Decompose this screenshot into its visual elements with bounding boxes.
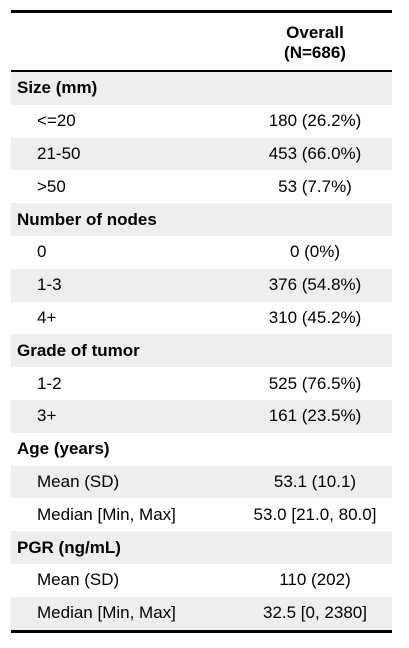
- row-value: [238, 433, 392, 466]
- header-overall-count: (N=686): [284, 42, 346, 62]
- row-label: PGR (ng/mL): [11, 531, 238, 564]
- table-header: Overall (N=686): [11, 10, 392, 72]
- row-label: >50: [37, 176, 66, 196]
- row-label: 1-2: [37, 373, 62, 393]
- table-row: >50 53 (7.7%): [11, 170, 392, 203]
- section-row-number-of-nodes: Number of nodes: [11, 203, 392, 236]
- row-value: [238, 334, 392, 368]
- row-label: Median [Min, Max]: [37, 504, 176, 524]
- row-label: 0: [37, 242, 47, 262]
- row-value: 110 (202): [279, 570, 351, 590]
- table-body: Size (mm) <=20 180 (26.2%) 21-50 453 (66…: [11, 71, 392, 633]
- row-value: [238, 71, 392, 105]
- section-row-age: Age (years): [11, 433, 392, 466]
- row-value: 53.0 [21.0, 80.0]: [253, 504, 377, 524]
- table-row: 0 0 (0%): [11, 236, 392, 269]
- row-value: 310 (45.2%): [268, 307, 362, 327]
- table-row: 1-3 376 (54.8%): [11, 268, 392, 302]
- row-label: 4+: [37, 307, 57, 327]
- section-row-grade-of-tumor: Grade of tumor: [11, 334, 392, 368]
- header-row-label-cell: [11, 10, 238, 72]
- table-row: 3+ 161 (23.5%): [11, 399, 392, 433]
- row-value: 32.5 [0, 2380]: [238, 596, 392, 633]
- table-row: 1-2 525 (76.5%): [11, 367, 392, 400]
- table-row: Mean (SD) 110 (202): [11, 564, 392, 597]
- section-row-pgr: PGR (ng/mL): [11, 531, 392, 564]
- table-row: 4+ 310 (45.2%): [11, 302, 392, 335]
- table-row: Median [Min, Max] 32.5 [0, 2380]: [11, 596, 392, 633]
- row-label: 1-3: [11, 268, 238, 302]
- row-value: [238, 531, 392, 564]
- row-label: <=20: [37, 111, 76, 131]
- row-label: Median [Min, Max]: [11, 596, 238, 633]
- row-label: Grade of tumor: [11, 334, 238, 368]
- header-overall-cell: Overall (N=686): [238, 10, 392, 72]
- header-row: Overall (N=686): [11, 10, 392, 72]
- row-label: 21-50: [11, 137, 238, 171]
- row-label: 3+: [11, 399, 238, 433]
- header-overall-title: Overall: [286, 22, 344, 42]
- section-row-size: Size (mm): [11, 71, 392, 105]
- row-value: 161 (23.5%): [238, 399, 392, 433]
- row-value: [238, 203, 392, 236]
- summary-table: Overall (N=686) Size (mm) <=20 180 (26.2…: [11, 10, 392, 633]
- row-value: 53 (7.7%): [278, 176, 352, 196]
- table-row: <=20 180 (26.2%): [11, 105, 392, 138]
- table-row: 21-50 453 (66.0%): [11, 137, 392, 171]
- table-row: Mean (SD) 53.1 (10.1): [11, 465, 392, 499]
- row-label: Size (mm): [11, 71, 238, 105]
- row-label: Mean (SD): [11, 465, 238, 499]
- row-label: Age (years): [17, 439, 110, 459]
- table-row: Median [Min, Max] 53.0 [21.0, 80.0]: [11, 498, 392, 531]
- row-value: 525 (76.5%): [268, 373, 362, 393]
- row-label: Mean (SD): [37, 570, 120, 590]
- row-value: 0 (0%): [289, 242, 341, 262]
- row-value: 453 (66.0%): [238, 137, 392, 171]
- row-value: 376 (54.8%): [238, 268, 392, 302]
- row-value: 180 (26.2%): [268, 111, 362, 131]
- row-value: 53.1 (10.1): [238, 465, 392, 499]
- row-label: Number of nodes: [11, 203, 238, 236]
